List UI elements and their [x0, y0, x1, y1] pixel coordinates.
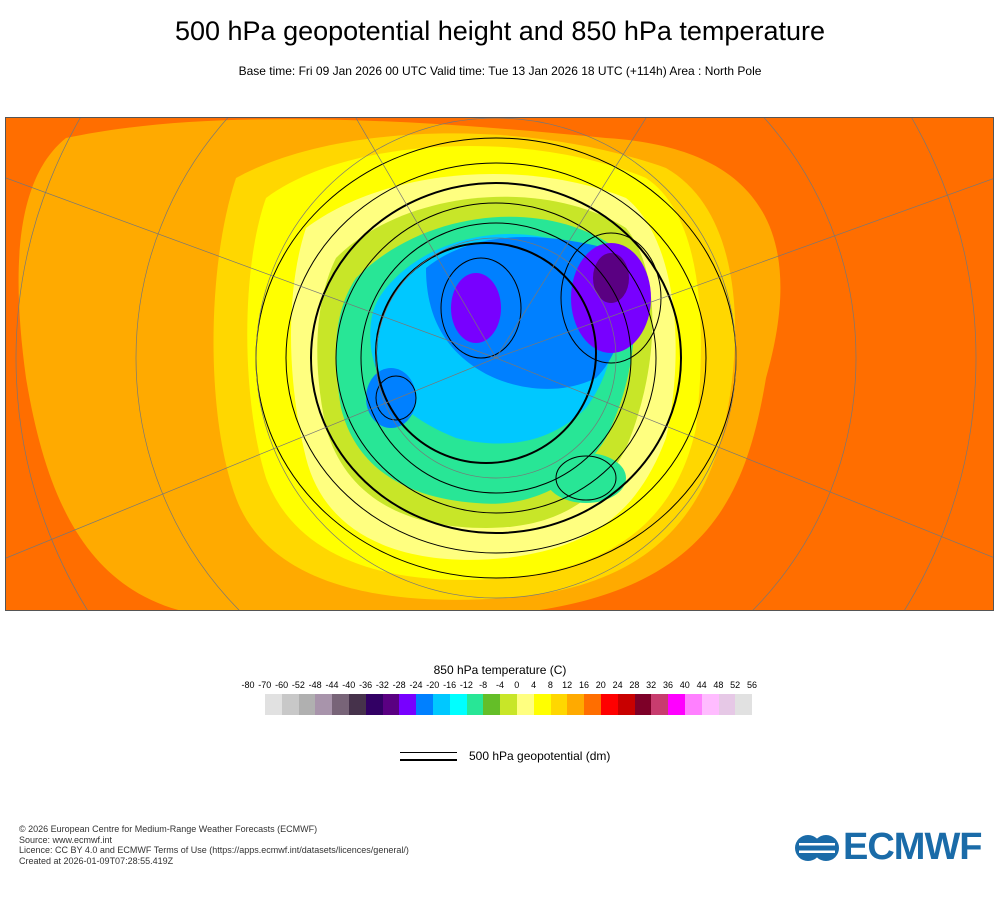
colorbar-tick-label: 16 — [578, 680, 590, 690]
ecmwf-logo: ECMWF — [795, 826, 983, 869]
contour-line-symbol — [400, 750, 457, 762]
colorbar-tick-label: 40 — [679, 680, 690, 690]
colorbar-tick-label: -36 — [359, 680, 373, 690]
contour-legend-label: 500 hPa geopotential (dm) — [469, 749, 611, 763]
colorbar-tick-label: 32 — [646, 680, 657, 690]
colorbar-bin — [466, 694, 484, 715]
colorbar-tick-label: -70 — [258, 680, 272, 690]
colorbar-tick-label: -80 — [241, 680, 255, 690]
colorbar-tick-label: 0 — [514, 680, 520, 690]
cold-core-violet — [593, 253, 629, 303]
colorbar-tick-label: -20 — [426, 680, 440, 690]
colorbar-labels: -80 -70 -60 -52 -48 -44 -40 -36 -32 -28 -24 -20 -16-… — [0, 680, 1000, 694]
colorbar-tick-label: -16 — [443, 680, 457, 690]
logo-text: ECMWF — [843, 826, 983, 868]
colorbar-bin — [399, 694, 417, 715]
colorbar-bin — [365, 694, 383, 715]
colorbar-bin — [718, 694, 736, 715]
colorbar-bin — [701, 694, 719, 715]
contour-legend: 500 hPa geopotential (dm) — [400, 749, 610, 763]
colorbar-bin — [500, 694, 517, 715]
cold-core-green — [546, 453, 626, 503]
colorbar-tick-label: 28 — [629, 680, 640, 690]
licence: Licence: CC BY 4.0 and ECMWF Terms of Us… — [19, 845, 409, 856]
weather-map — [5, 117, 994, 611]
colorbar-tick-label: -28 — [392, 680, 406, 690]
colorbar-bin — [382, 694, 400, 715]
colorbar-bin — [684, 694, 702, 715]
colorbar-bin — [651, 694, 669, 715]
colorbar-tick-label: 4 — [531, 680, 537, 690]
footer: © 2026 European Centre for Medium-Range … — [19, 824, 409, 866]
colorbar-bin — [281, 694, 299, 715]
colorbar-bin — [298, 694, 316, 715]
cold-core-purple-1 — [451, 273, 501, 343]
graticule — [6, 118, 993, 610]
colorbar-bin — [600, 694, 618, 715]
colorbar-bin — [432, 694, 450, 715]
chart-subtitle: Base time: Fri 09 Jan 2026 00 UTC Valid … — [238, 64, 762, 78]
map-field — [6, 118, 993, 610]
colorbar-bin — [332, 694, 349, 715]
created-at: Created at 2026-01-09T07:28:55.419Z — [19, 855, 174, 866]
colorbar-bin — [348, 694, 366, 715]
colorbar — [265, 694, 753, 715]
colorbar-bin — [584, 694, 601, 715]
colorbar-bin — [483, 694, 501, 715]
colorbar-bin — [567, 694, 585, 715]
colorbar-tick-label: 56 — [746, 680, 758, 690]
colorbar-bin — [416, 694, 433, 715]
colorbar-bin — [315, 694, 333, 715]
colorbar-bin — [516, 694, 534, 715]
colorbar-tick-label: -8 — [479, 680, 488, 690]
colorbar-tick-label: 12 — [562, 680, 573, 690]
colorbar-tick-label: -48 — [308, 680, 322, 690]
colorbar-bin — [533, 694, 551, 715]
colorbar-tick-label: 8 — [547, 680, 553, 690]
colorbar-title: 850 hPa temperature (C) — [433, 663, 567, 677]
colorbar-bin — [634, 694, 652, 715]
colorbar-tick-label: 52 — [730, 680, 741, 690]
chart-title: 500 hPa geopotential height and 850 hPa … — [174, 16, 825, 46]
colorbar-bin — [735, 694, 753, 715]
colorbar-tick-label: -40 — [342, 680, 356, 690]
colorbar-tick-label: 20 — [595, 680, 606, 690]
colorbar-tick-label: -60 — [275, 680, 289, 690]
colorbar-tick-label: 48 — [713, 680, 724, 690]
colorbar-tick-label: -44 — [325, 680, 339, 690]
colorbar-tick-label: -4 — [495, 680, 505, 690]
colorbar-tick-label: -24 — [409, 680, 423, 690]
colorbar-bin — [449, 694, 467, 715]
source: Source: www.ecmwf.int — [19, 834, 113, 845]
colorbar-tick-label: -52 — [291, 680, 305, 690]
colorbar-tick-label: 44 — [696, 680, 707, 690]
colorbar-tick-label: 24 — [612, 680, 623, 690]
colorbar-bin — [668, 694, 685, 715]
ecmwf-logo-icon — [795, 834, 839, 861]
colorbar-tick-label: 36 — [662, 680, 674, 690]
colorbar-bin — [550, 694, 568, 715]
colorbar-tick-label: -32 — [375, 680, 389, 690]
colorbar-bin — [265, 694, 282, 715]
colorbar-tick-label: -12 — [459, 680, 473, 690]
copyright: © 2026 European Centre for Medium-Range … — [19, 824, 318, 834]
colorbar-bin — [617, 694, 635, 715]
